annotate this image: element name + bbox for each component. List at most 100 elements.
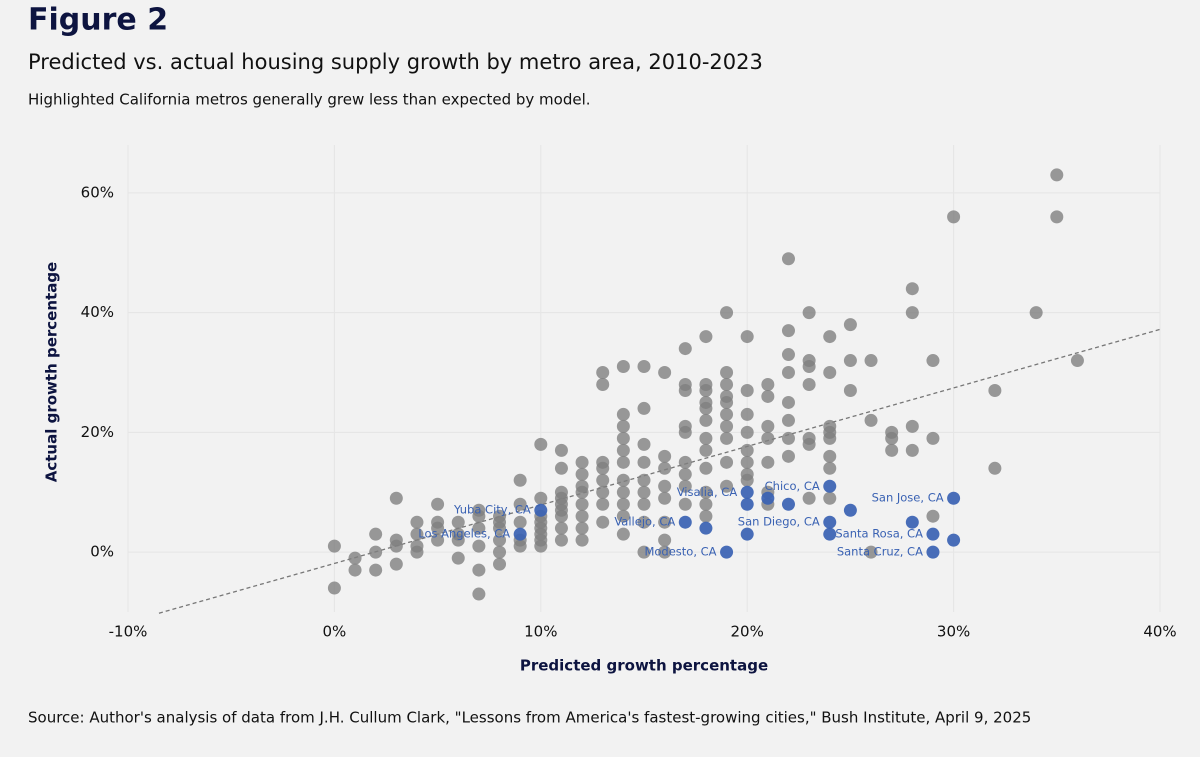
- figure-label: Figure 2: [28, 3, 168, 38]
- data-point: [616, 419, 630, 433]
- data-point: [905, 419, 919, 433]
- data-point: [616, 407, 630, 421]
- data-point: [637, 545, 651, 559]
- data-point: [637, 497, 651, 511]
- data-point: [781, 395, 795, 409]
- data-point: [781, 497, 795, 511]
- point-group: [327, 168, 1084, 601]
- data-point: [864, 354, 878, 368]
- data-point: [616, 455, 630, 469]
- data-point: [616, 485, 630, 499]
- data-point: [926, 431, 940, 445]
- y-axis-label: Actual growth percentage: [43, 262, 61, 482]
- data-point: [658, 479, 672, 493]
- data-point: [699, 330, 713, 344]
- data-point: [513, 527, 527, 541]
- y-tick-label: 20%: [81, 423, 114, 441]
- data-point: [699, 461, 713, 475]
- x-tick-label: 30%: [937, 623, 970, 641]
- data-point: [781, 324, 795, 338]
- data-point: [905, 515, 919, 529]
- data-point: [431, 497, 445, 511]
- point-label: Santa Cruz, CA: [837, 545, 923, 559]
- data-point: [781, 366, 795, 380]
- data-point: [720, 455, 734, 469]
- data-point: [740, 455, 754, 469]
- data-point: [720, 479, 734, 493]
- data-point: [658, 515, 672, 529]
- data-point: [781, 348, 795, 362]
- data-point: [575, 455, 589, 469]
- data-point: [843, 383, 857, 397]
- data-point: [616, 431, 630, 445]
- data-point: [781, 252, 795, 266]
- data-point: [472, 503, 486, 517]
- x-tick-label: -10%: [109, 623, 148, 641]
- data-point: [472, 521, 486, 535]
- data-point: [823, 366, 837, 380]
- data-point: [472, 563, 486, 577]
- x-axis-label: Predicted growth percentage: [520, 657, 768, 675]
- data-point: [637, 455, 651, 469]
- data-point: [554, 443, 568, 457]
- data-point: [761, 389, 775, 403]
- data-point: [740, 443, 754, 457]
- x-tick-label: 0%: [323, 623, 347, 641]
- data-point: [761, 431, 775, 445]
- data-point: [534, 503, 548, 517]
- data-point: [823, 419, 837, 433]
- data-point: [740, 485, 754, 499]
- data-point: [637, 515, 651, 529]
- data-point: [678, 377, 692, 391]
- point-label: Visalia, CA: [677, 485, 738, 499]
- data-point: [802, 491, 816, 505]
- data-point: [699, 509, 713, 523]
- data-point: [1050, 168, 1064, 182]
- data-point: [616, 509, 630, 523]
- data-point: [678, 467, 692, 481]
- data-point: [637, 473, 651, 487]
- data-point: [843, 318, 857, 332]
- data-point: [513, 515, 527, 529]
- data-point: [699, 395, 713, 409]
- data-point: [720, 431, 734, 445]
- y-tick-label: 60%: [81, 183, 114, 201]
- point-label: Santa Rosa, CA: [835, 527, 923, 541]
- data-point: [740, 527, 754, 541]
- data-point: [699, 443, 713, 457]
- data-point: [905, 443, 919, 457]
- data-point: [493, 545, 507, 559]
- data-point: [596, 497, 610, 511]
- data-point: [410, 539, 424, 553]
- data-point: [513, 473, 527, 487]
- data-point: [658, 449, 672, 463]
- data-point: [451, 551, 465, 565]
- data-point: [781, 449, 795, 463]
- data-point: [1070, 354, 1084, 368]
- data-point: [864, 545, 878, 559]
- data-point: [575, 467, 589, 481]
- data-point: [740, 407, 754, 421]
- data-point: [740, 330, 754, 344]
- y-tick-label: 40%: [81, 303, 114, 321]
- data-point: [947, 491, 961, 505]
- point-group: [513, 479, 961, 559]
- x-tick-label: 10%: [524, 623, 557, 641]
- data-point: [926, 354, 940, 368]
- data-point: [905, 306, 919, 320]
- data-point: [885, 443, 899, 457]
- data-point: [389, 557, 403, 571]
- data-point: [637, 401, 651, 415]
- data-point: [1029, 306, 1043, 320]
- data-point: [389, 491, 403, 505]
- data-point: [823, 330, 837, 344]
- data-point: [926, 509, 940, 523]
- data-point: [575, 479, 589, 493]
- data-point: [369, 545, 383, 559]
- data-point: [761, 455, 775, 469]
- data-point: [678, 342, 692, 356]
- data-point: [493, 509, 507, 523]
- data-point: [720, 407, 734, 421]
- data-point: [678, 455, 692, 469]
